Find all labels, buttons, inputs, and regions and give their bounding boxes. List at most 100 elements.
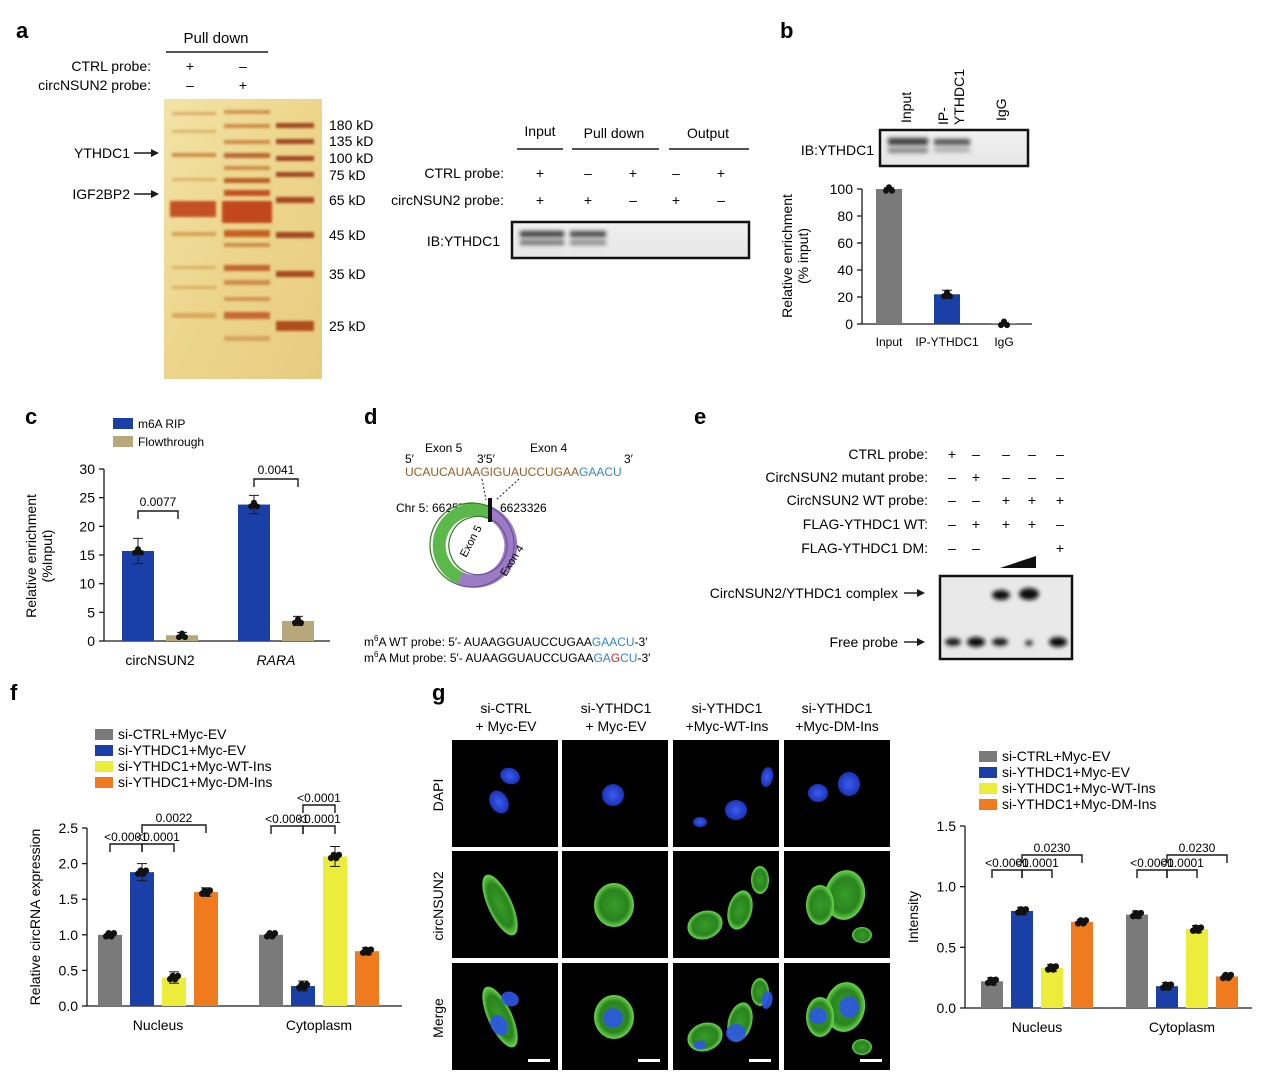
panel-b: b Input IP-YTHDC1 IgG IB:YTHDC1 0 20 40 60 8… [779,18,1032,349]
bar [1071,921,1093,1008]
y-label-line: Relative enrichment [779,194,795,318]
micrograph [673,740,779,847]
micro-col-titles: si-CTRL + Myc-EV si-YTHDC1 + Myc-EV si-Y… [475,700,878,734]
emsa-row-label: CircNSUN2 mutant probe: [765,469,928,485]
p-value-label: 0.0077 [140,495,177,509]
data-point [1082,917,1090,924]
nucleus [808,784,828,802]
col-title: si-YTHDC1 [692,700,763,716]
legend-label: si-YTHDC1+Myc-WT-Ins [1002,780,1156,796]
silver-stain-gel [164,99,322,379]
significance-bracket [141,824,207,833]
col-title: si-YTHDC1 [581,700,652,716]
data-point [1022,906,1030,913]
sign: + [536,192,544,208]
emsa-row-label: CTRL probe: [848,446,928,462]
bar [259,934,283,1006]
nucleus [725,800,747,820]
significance-bracket [253,478,299,487]
legend-swatch [113,436,133,447]
bar [98,934,122,1006]
bar [1126,914,1148,1008]
emsa-sign: – [1056,516,1064,532]
gel-ctrl-label: CTRL probe: [71,58,151,74]
ythdc1-label: YTHDC1 [74,145,130,161]
legend-swatch [979,799,997,810]
panel-letter-a: a [16,18,29,43]
y-tick-label: 0.5 [937,939,957,955]
bar [876,189,902,324]
emsa-sign: – [948,516,956,532]
blot-signs: + – + – + + + – + – [536,165,725,208]
micrograph [562,963,668,1070]
junction-marker [488,498,492,522]
blot-col-pulldown: Pull down [584,125,645,141]
arrow-icon [134,149,159,157]
sign: – [717,192,725,208]
cell-body [687,910,723,940]
microscopy-grid [452,740,890,1070]
prime5: 5′ [405,452,415,466]
p-value-label: 0.0022 [156,811,193,825]
dash [495,478,520,501]
marker-label: 75 kD [329,167,366,183]
emsa-sign: – [1056,469,1064,485]
data-point [271,930,279,937]
nucleus [489,790,509,814]
legend-swatch [95,729,113,740]
nucleus [809,1007,827,1025]
data-point [254,503,260,510]
nucleus [838,772,860,796]
x-tick-label: Nucleus [1012,1019,1063,1035]
legend-label: si-YTHDC1+Myc-EV [1002,764,1131,780]
y-tick-label: 0.0 [937,1000,957,1016]
col-title: +Myc-DM-Ins [795,718,879,734]
bar [323,856,347,1006]
sign: + [629,165,637,181]
sign: – [584,165,592,181]
nucleus [761,991,773,1009]
legend-label: Flowthrough [138,435,204,449]
significance-bracket [270,825,304,834]
emsa-row-label: FLAG-YTHDC1 WT: [803,516,928,532]
p-value-label: <0.0001 [1130,856,1174,870]
panel-g: g si-CTRL + Myc-EV si-YTHDC1 + Myc-EV si… [430,680,1252,1070]
marker-label: 25 kD [329,318,366,334]
micrograph [784,851,890,958]
panel-letter-d: d [364,404,377,429]
emsa-sign: + [1056,540,1064,556]
scale-bar [749,1059,771,1062]
legend-label: si-CTRL+Myc-EV [118,726,227,742]
emsa-sign: – [972,540,980,556]
chart-f: 0.0 0.5 1.0 1.5 2.0 2.5 Nucleus Cytoplasm <0.000… [27,791,402,1033]
seq-exon5-part: UCAUCAUAAGIGUAUCCUGAA [405,465,579,479]
prime35: 3′5′ [477,452,496,466]
data-point [174,972,182,980]
emsa-sign: + [1028,492,1036,508]
cell-body [852,1039,872,1055]
x-tick-label: circNSUN2 [125,652,194,668]
y-tick-label: 15 [79,547,95,563]
legend-swatch [95,777,113,788]
emsa-sign: + [1002,516,1010,532]
sign: – [672,165,680,181]
data-point [206,887,214,894]
scale-bar [528,1059,550,1062]
bar [1186,929,1208,1008]
y-tick-label: 2.0 [59,856,79,872]
nucleus [602,784,624,806]
micrograph [452,851,558,958]
y-tick-label: 2.5 [59,820,79,836]
pulldown-header: Pull down [183,30,248,47]
p-value-label: <0.0001 [136,830,180,844]
blot-ib-label: IB:YTHDC1 [427,233,500,249]
bar [282,620,314,641]
micrograph-bg [784,740,890,847]
data-point [947,293,953,300]
y-label-line: Relative enrichment [23,494,39,618]
emsa-sign: – [1028,446,1036,462]
arrow-icon [904,638,925,646]
y-axis-label: Relative enrichment(% input) [779,194,811,318]
emsa-sign: + [1002,492,1010,508]
